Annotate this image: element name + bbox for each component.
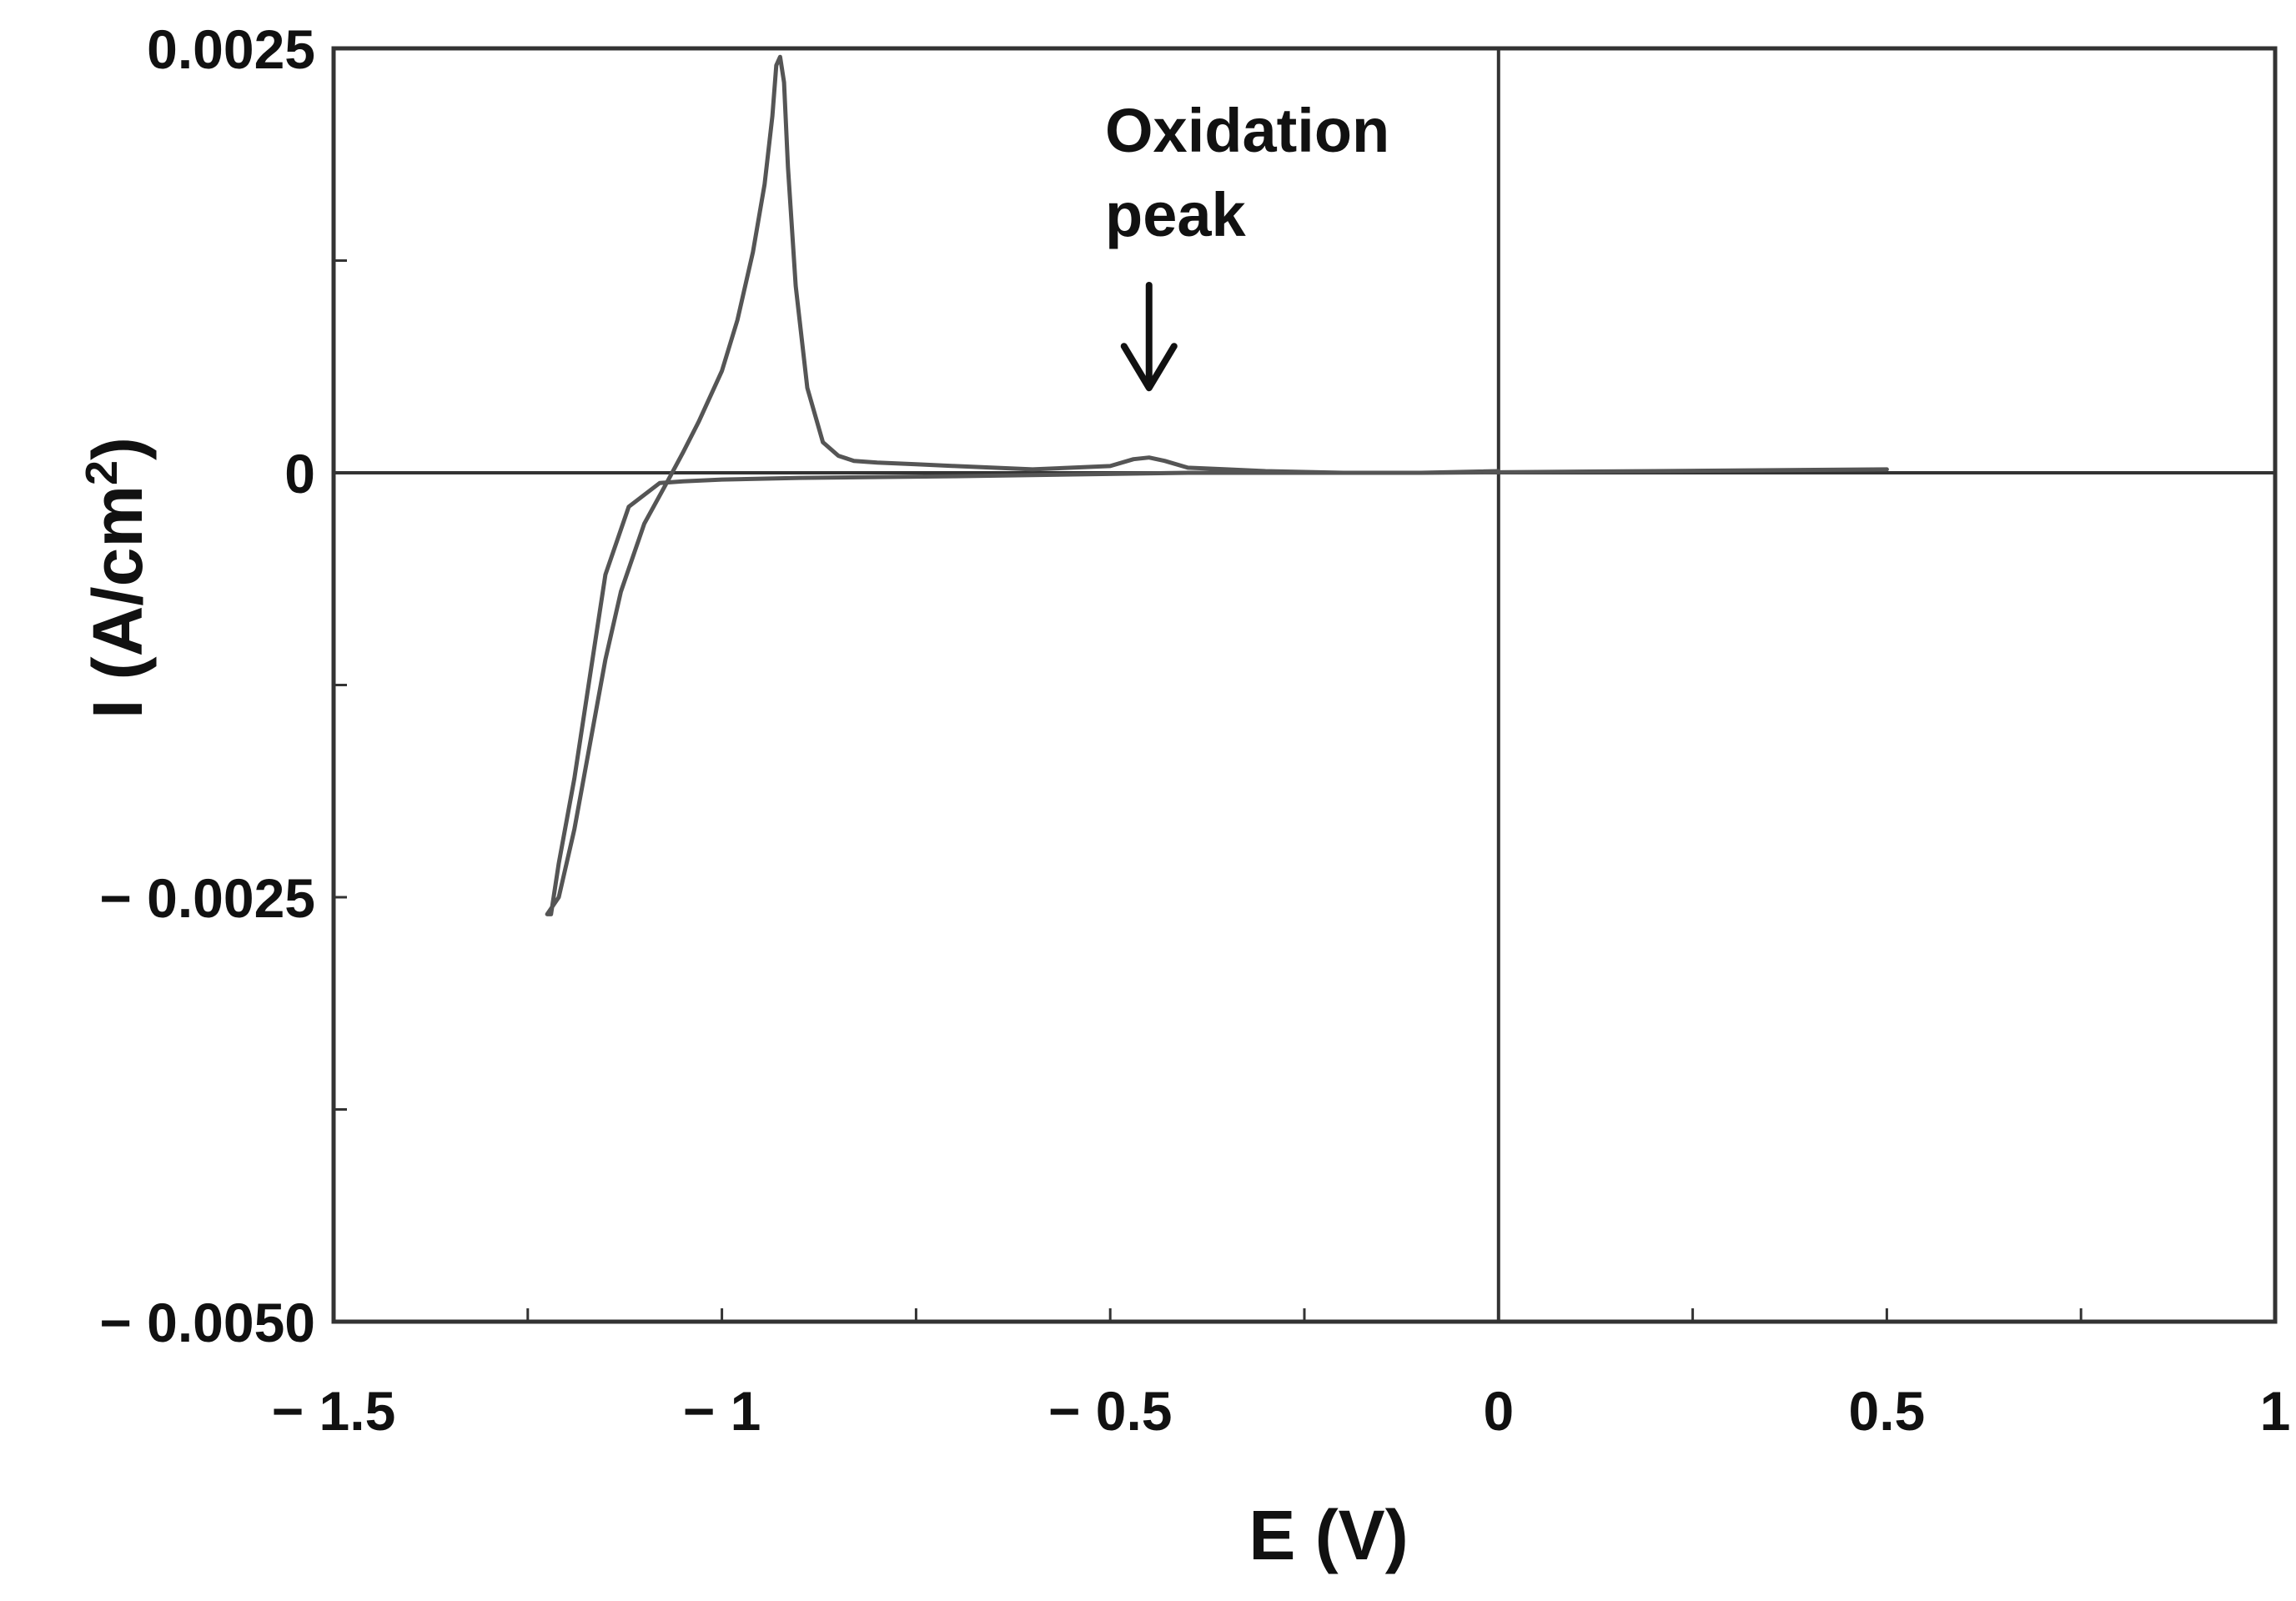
cv-data-point (546, 913, 548, 915)
y-tick-labels: 0.0025 0 − 0.0025 − 0.0050 (99, 18, 315, 1353)
y-tick-label: 0 (284, 443, 315, 504)
x-tick-label: 1 (2260, 1380, 2291, 1442)
y-axis-title-close: ) (78, 437, 157, 460)
down-arrow-icon (1120, 282, 1178, 392)
cv-data-point (1148, 457, 1150, 459)
x-tick-label: 0.5 (1849, 1380, 1926, 1442)
y-tick-label: 0.0025 (147, 18, 315, 80)
x-tick-label: − 1.5 (272, 1380, 396, 1442)
y-axis-title-main: I (A/cm (78, 485, 157, 719)
x-axis-title: E (V) (1248, 1496, 1408, 1574)
cv-data-point (822, 441, 824, 443)
cv-data-point (806, 387, 808, 389)
cv-data-point (954, 465, 956, 467)
y-axis-title-superscript: 2 (77, 460, 127, 485)
oxidation-peak-annotation: Oxidation peak (1105, 96, 1389, 392)
cv-data-point (752, 251, 754, 253)
cv-data-point (736, 319, 738, 321)
cv-data-point (666, 480, 668, 482)
cv-data-point (837, 455, 839, 457)
cv-data-point (682, 452, 684, 454)
cv-data-point (1264, 470, 1266, 472)
y-axis-title: I (A/cm2) (77, 437, 157, 719)
cv-data-point (779, 56, 781, 58)
cv-data-point (1420, 472, 1422, 474)
y-tick-label: − 0.0050 (99, 1292, 315, 1353)
cv-data-point (853, 460, 855, 462)
cv-data-point (1498, 470, 1500, 472)
cv-data-point (721, 370, 723, 372)
axis-ticks (332, 47, 2277, 1323)
annotation-line-2: peak (1105, 180, 1247, 249)
cv-data-point (1109, 465, 1111, 467)
cv-data-point (698, 421, 700, 423)
cv-data-point (721, 479, 723, 480)
series-layer (545, 54, 1889, 916)
cv-data-point (771, 115, 773, 117)
cv-data-point (1163, 460, 1165, 462)
cv-data-point (764, 183, 766, 185)
x-tick-label: − 1 (683, 1380, 761, 1442)
cv-data-point (550, 913, 552, 915)
cv-data-point (620, 591, 621, 592)
cv-data-point (1343, 472, 1344, 474)
x-tick-label: 0 (1483, 1380, 1514, 1442)
arrow-head (1120, 343, 1178, 392)
cv-data-point (574, 829, 575, 831)
x-tick-label: − 0.5 (1048, 1380, 1173, 1442)
x-tick-labels: − 1.5 − 1 − 0.5 0 0.5 1 (272, 1380, 2291, 1442)
cv-data-point (799, 477, 801, 479)
cv-data-point (1653, 470, 1655, 472)
cv-data-point (574, 778, 575, 779)
annotation-line-1: Oxidation (1105, 96, 1389, 165)
cv-data-point (954, 475, 956, 477)
cv-data-point (628, 506, 630, 508)
cv-data-point (659, 482, 661, 484)
cv-data-point (558, 896, 560, 898)
cv-data-point (787, 167, 789, 168)
y-tick-label: − 0.0025 (99, 867, 315, 929)
cv-data-point (682, 480, 684, 482)
cv-data-point (558, 862, 560, 864)
cv-data-point (783, 82, 785, 83)
